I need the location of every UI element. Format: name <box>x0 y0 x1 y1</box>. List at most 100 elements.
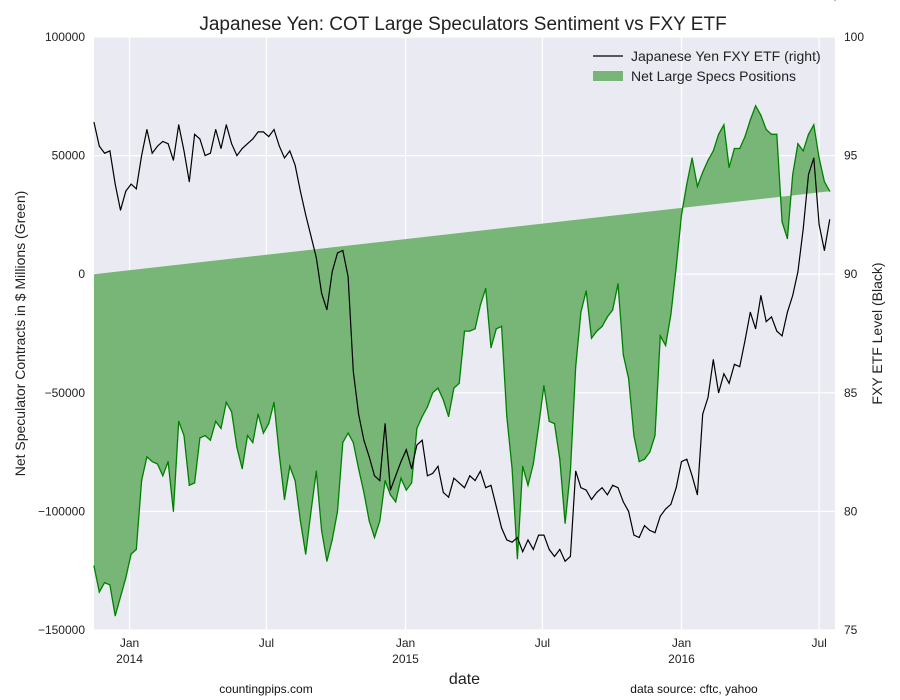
net-specs-point <box>262 432 264 434</box>
net-specs-point <box>294 480 296 482</box>
fxy-point <box>543 534 545 536</box>
fxy-point <box>649 529 651 531</box>
legend-label-net-specs: Net Large Specs Positions <box>631 68 796 84</box>
net-specs-point <box>797 143 799 145</box>
net-specs-point <box>405 489 407 491</box>
net-specs-point <box>596 330 598 332</box>
net-specs-point <box>760 114 762 116</box>
fxy-point <box>268 136 270 138</box>
net-specs-point <box>368 520 370 522</box>
net-specs-point <box>236 446 238 448</box>
left-tick-label: −100000 <box>38 504 85 518</box>
net-specs-point <box>389 494 391 496</box>
net-specs-point <box>580 311 582 313</box>
legend-label-fxy: Japanese Yen FXY ETF (right) <box>631 48 821 64</box>
fxy-point <box>162 140 164 142</box>
fxy-point <box>289 150 291 152</box>
net-specs-point <box>675 266 677 268</box>
net-specs-area <box>93 0 836 617</box>
x-tick-label: Jul <box>259 636 274 650</box>
net-specs-point <box>749 119 751 121</box>
net-specs-point <box>93 565 95 567</box>
net-specs-point <box>98 591 100 593</box>
net-specs-point <box>119 596 122 598</box>
x-tick-year-label: 2015 <box>392 652 419 666</box>
fxy-point <box>606 494 608 496</box>
net-specs-point <box>659 335 661 337</box>
fxy-point <box>448 496 450 498</box>
fxy-point <box>247 143 248 145</box>
net-specs-point <box>601 325 603 327</box>
fxy-point <box>802 228 804 230</box>
net-specs-point <box>225 401 227 403</box>
net-specs-point <box>786 238 789 240</box>
fxy-point <box>437 465 439 467</box>
fxy-point <box>696 494 698 496</box>
net-specs-point <box>728 166 730 169</box>
fxy-point <box>776 330 778 332</box>
x-axis-ticks: Jan 2014 Jul Jan 2015 Jul Jan 2016 Jul <box>116 636 827 666</box>
x-tick-year-label: 2016 <box>668 652 695 666</box>
net-specs-point <box>162 475 164 477</box>
net-specs-point <box>495 328 497 330</box>
left-axis-ticks: 100000 50000 0 −50000 −100000 −150000 <box>38 30 85 637</box>
net-specs-point <box>543 385 545 387</box>
fxy-point <box>633 534 635 536</box>
fxy-point <box>146 129 148 130</box>
net-specs-point <box>548 420 550 422</box>
fxy-point <box>675 487 677 489</box>
left-axis-label: Net Speculator Contracts in $ Millions (… <box>12 191 28 477</box>
net-specs-point <box>130 553 132 555</box>
fxy-point <box>755 328 757 330</box>
fxy-point <box>781 335 783 337</box>
net-specs-point <box>241 468 243 470</box>
fxy-point <box>421 439 423 441</box>
fxy-point <box>760 295 762 296</box>
net-specs-point <box>363 491 365 493</box>
fxy-point <box>733 363 735 365</box>
net-specs-point <box>755 105 757 107</box>
fxy-point <box>120 209 121 211</box>
net-specs-point <box>612 309 614 311</box>
net-specs-point <box>448 415 450 418</box>
net-specs-point <box>665 344 667 346</box>
x-tick-label: Jan <box>672 636 691 650</box>
net-specs-point <box>723 124 725 126</box>
fxy-point <box>554 556 555 557</box>
fxy-point <box>479 470 481 472</box>
fxy-point <box>458 482 460 484</box>
legend-swatch-net-specs <box>593 71 623 81</box>
right-tick-label: 95 <box>844 149 858 163</box>
net-specs-point <box>231 411 233 413</box>
fxy-point <box>818 223 820 225</box>
net-specs-point <box>321 529 323 532</box>
net-specs-point <box>649 451 651 453</box>
fxy-point <box>93 121 95 123</box>
net-specs-point <box>553 423 556 425</box>
net-specs-point <box>209 439 211 441</box>
fxy-point <box>141 155 143 157</box>
fxy-point <box>644 525 645 527</box>
right-tick-label: 90 <box>844 267 858 281</box>
net-specs-point <box>633 434 635 437</box>
fxy-point <box>744 340 746 342</box>
fxy-point <box>278 145 280 147</box>
fxy-point <box>109 150 111 152</box>
fxy-point <box>389 489 391 491</box>
net-specs-point <box>172 510 174 512</box>
fxy-point <box>241 148 243 149</box>
net-specs-point <box>686 183 688 185</box>
fxy-point <box>622 501 624 503</box>
fxy-point <box>299 190 301 192</box>
fxy-point <box>532 548 534 550</box>
fxy-point <box>167 143 169 145</box>
fxy-series-line <box>93 122 831 563</box>
fxy-point <box>691 475 693 477</box>
fxy-point <box>347 276 349 278</box>
fxy-point <box>681 461 682 463</box>
net-specs-point <box>606 316 609 318</box>
net-specs-point <box>712 150 714 152</box>
fxy-point <box>374 475 375 477</box>
fxy-point <box>315 257 317 259</box>
fxy-point <box>400 461 402 463</box>
